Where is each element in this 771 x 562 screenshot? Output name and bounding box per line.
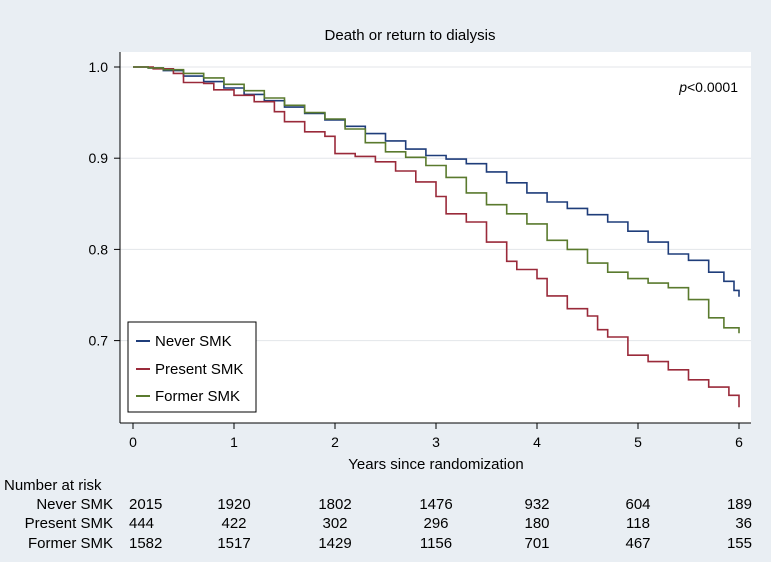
risk-table-rows: Never SMK 2015 1920 1802 1476 932 604 189 Presen… — [25, 496, 752, 552]
risk-cell-present-smk-1: 422 — [221, 515, 246, 532]
legend-label-present-smk: Present SMK — [155, 361, 243, 378]
risk-row-label-former-smk: Former SMK — [28, 535, 113, 552]
x-tick-label-0: 0 — [129, 434, 137, 450]
risk-cell-never-smk-2: 1802 — [318, 496, 351, 513]
risk-cell-former-smk-6: 155 — [727, 535, 752, 552]
series-lines — [133, 66, 740, 408]
y-tick-label-0: 1.0 — [89, 59, 109, 75]
series-line-never-smk — [133, 66, 740, 297]
series-line-present-smk — [133, 66, 740, 408]
risk-cell-present-smk-6: 36 — [735, 515, 752, 532]
risk-cell-present-smk-5: 118 — [626, 515, 650, 532]
risk-cell-former-smk-1: 1517 — [217, 535, 250, 552]
legend-label-never-smk: Never SMK — [155, 333, 232, 350]
risk-cell-never-smk-5: 604 — [625, 496, 650, 513]
risk-cell-former-smk-3: 1156 — [420, 535, 452, 552]
risk-cell-present-smk-2: 302 — [322, 515, 347, 532]
risk-cell-former-smk-2: 1429 — [318, 535, 351, 552]
risk-cell-never-smk-1: 1920 — [217, 496, 250, 513]
y-tick-label-3: 0.7 — [89, 333, 109, 349]
risk-cell-never-smk-6: 189 — [727, 496, 752, 513]
risk-cell-former-smk-0: 1582 — [129, 535, 162, 552]
y-tick-label-1: 0.9 — [89, 150, 109, 166]
risk-cell-never-smk-4: 932 — [524, 496, 549, 513]
axes: 1.0 0.9 0.8 0.7 0 1 2 3 4 5 6 — [89, 52, 751, 450]
risk-cell-former-smk-5: 467 — [625, 535, 650, 552]
risk-cell-present-smk-4: 180 — [524, 515, 549, 532]
risk-cell-present-smk-3: 296 — [423, 515, 448, 532]
risk-cell-present-smk-0: 444 — [129, 515, 154, 532]
legend-label-former-smk: Former SMK — [155, 388, 240, 405]
x-tick-label-5: 5 — [634, 434, 642, 450]
risk-cell-never-smk-3: 1476 — [419, 496, 452, 513]
x-tick-label-3: 3 — [432, 434, 440, 450]
x-axis-label: Years since randomization — [348, 456, 523, 473]
series-line-former-smk — [133, 66, 740, 334]
risk-cell-former-smk-4: 701 — [524, 535, 549, 552]
risk-row-label-never-smk: Never SMK — [36, 496, 113, 513]
x-tick-label-2: 2 — [331, 434, 339, 450]
risk-table-header: Number at risk — [4, 477, 102, 494]
x-tick-label-4: 4 — [533, 434, 541, 450]
chart-title: Death or return to dialysis — [325, 27, 496, 44]
y-tick-label-2: 0.8 — [89, 241, 109, 257]
p-value-annotation: p<0.0001 — [678, 79, 738, 95]
x-tick-label-1: 1 — [230, 434, 238, 450]
risk-row-label-present-smk: Present SMK — [25, 515, 113, 532]
risk-cell-never-smk-0: 2015 — [129, 496, 162, 513]
x-tick-label-6: 6 — [735, 434, 743, 450]
risk-table: Number at risk Never SMK 2015 1920 1802 1476… — [4, 477, 752, 552]
legend: Never SMK Present SMK Former SMK — [127, 321, 257, 413]
